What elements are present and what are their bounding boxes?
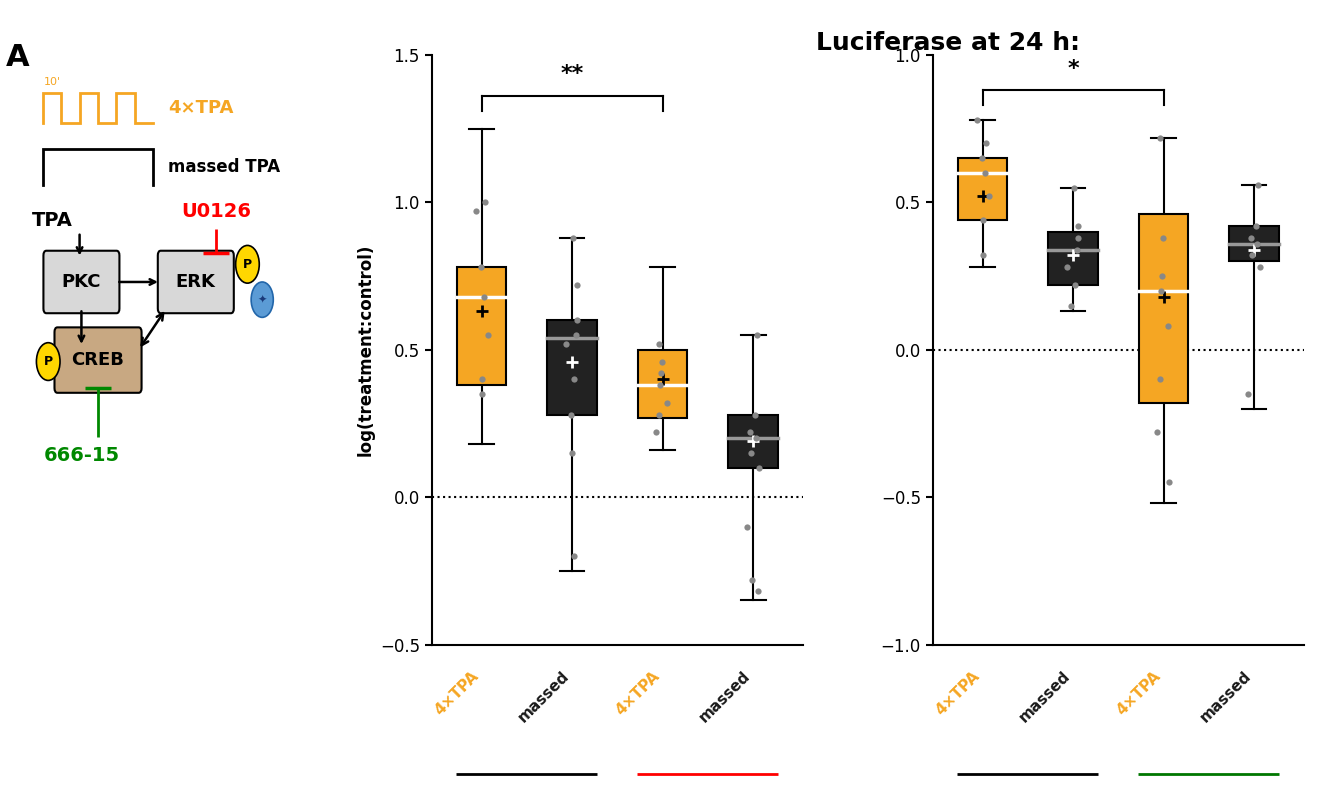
Text: TPA: TPA	[32, 211, 72, 230]
Text: massed: massed	[1197, 668, 1254, 725]
Circle shape	[37, 343, 61, 380]
Text: massed TPA: massed TPA	[169, 158, 281, 176]
Bar	[457, 267, 507, 385]
Circle shape	[252, 282, 274, 318]
Bar	[728, 414, 778, 468]
Text: Luciferase at 24 h:: Luciferase at 24 h:	[817, 31, 1080, 56]
Text: 4×TPA: 4×TPA	[612, 668, 662, 718]
Bar	[637, 350, 687, 417]
Y-axis label: log(treatment:control): log(treatment:control)	[357, 244, 374, 456]
Text: ERK: ERK	[176, 273, 216, 291]
Text: 4×TPA: 4×TPA	[1114, 668, 1163, 718]
Text: ✦: ✦	[258, 295, 267, 305]
Text: 4×TPA: 4×TPA	[169, 99, 233, 117]
Text: *: *	[1067, 59, 1079, 79]
Text: massed: massed	[697, 668, 753, 725]
Bar	[1048, 232, 1098, 285]
Bar	[547, 321, 597, 415]
Text: 4×TPA: 4×TPA	[932, 668, 982, 718]
FancyBboxPatch shape	[43, 251, 120, 313]
Text: 666-15: 666-15	[43, 446, 120, 465]
Bar	[1229, 226, 1279, 261]
Text: **: **	[561, 64, 583, 84]
Text: U0126: U0126	[182, 202, 252, 221]
Text: CREB: CREB	[71, 351, 125, 369]
Text: P: P	[43, 355, 53, 368]
Bar	[957, 158, 1008, 220]
Text: 4×TPA: 4×TPA	[432, 668, 482, 718]
Text: massed: massed	[515, 668, 572, 725]
Circle shape	[236, 245, 259, 283]
FancyBboxPatch shape	[158, 251, 234, 313]
Text: PKC: PKC	[62, 273, 101, 291]
Text: A: A	[5, 43, 29, 72]
FancyBboxPatch shape	[54, 327, 141, 393]
Text: 10': 10'	[43, 78, 61, 87]
Text: P: P	[242, 258, 252, 271]
Text: massed: massed	[1017, 668, 1073, 725]
Bar	[1139, 214, 1188, 402]
